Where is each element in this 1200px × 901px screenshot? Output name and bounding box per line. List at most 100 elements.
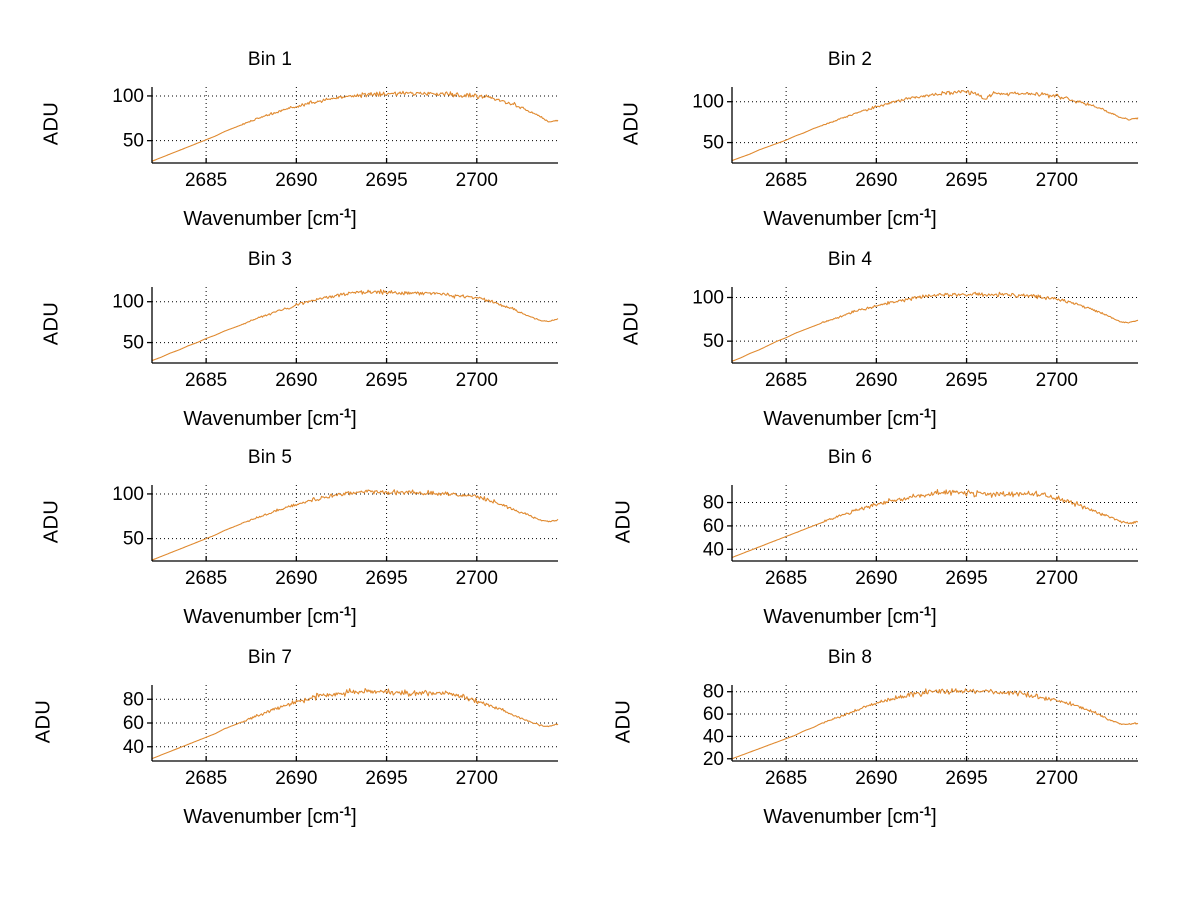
x-tick-label: 2695: [365, 370, 407, 391]
x-tick-label: 2690: [855, 768, 897, 789]
y-tick-label: 50: [123, 333, 144, 354]
panel-title: Bin 3: [247, 249, 293, 270]
y-tick-label: 20: [703, 749, 724, 770]
x-axis-label-text: Wavenumber [cm: [763, 208, 920, 230]
x-axis-label-bracket: ]: [351, 208, 357, 230]
panel-title: Bin 1: [247, 49, 293, 70]
x-axis-label: Wavenumber [cm-1]: [580, 406, 1120, 431]
subplot-panel: Bin 3 ADU Wavenumber [cm-1] 50 100 2685 2690 26…: [0, 245, 600, 450]
x-tick-label: 2700: [456, 170, 498, 191]
spectrum-line: [151, 90, 559, 162]
y-tick-label: 100: [692, 287, 724, 308]
x-tick-label: 2685: [765, 768, 807, 789]
x-axis-label-text: Wavenumber [cm: [763, 408, 920, 430]
x-tick-label: 2700: [456, 568, 498, 589]
x-tick-label: 2690: [855, 568, 897, 589]
subplot-panel: Bin 8 ADU Wavenumber [cm-1] 20 40 60 80 2685 269…: [580, 643, 1180, 848]
x-tick-label: 2690: [855, 370, 897, 391]
y-tick-label: 50: [123, 529, 144, 550]
y-tick-label: 80: [703, 493, 724, 514]
y-tick-label: 40: [123, 737, 144, 758]
y-tick-label: 50: [123, 131, 144, 152]
x-axis-label-bracket: ]: [351, 806, 357, 828]
spectrum-line: [151, 489, 559, 561]
plot-area: 50 100 2685 2690 2695 2700: [692, 287, 1139, 391]
subplot-panel: Bin 1 ADU Wavenumber [cm-1] 50 100 2685 2690 26…: [0, 45, 600, 250]
subplot-panel: Bin 5 ADU Wavenumber [cm-1] 50 100 2685 2690 26…: [0, 443, 600, 648]
y-tick-label: 100: [692, 92, 724, 113]
subplot-panel: Bin 6 ADU Wavenumber [cm-1] 40 60 80 2685 2690 2…: [580, 443, 1180, 648]
x-tick-label: 2700: [1036, 170, 1078, 191]
x-axis-label-text: Wavenumber [cm: [763, 606, 920, 628]
x-axis-label-exponent: -1: [339, 803, 352, 819]
y-tick-label: 40: [703, 539, 724, 560]
y-tick-label: 100: [112, 292, 144, 313]
plot-area: 50 100 2685 2690 2695 2700: [112, 484, 559, 589]
x-tick-label: 2695: [945, 370, 987, 391]
x-axis-label: Wavenumber [cm-1]: [580, 603, 1120, 629]
x-axis-label: Wavenumber [cm-1]: [580, 205, 1120, 231]
x-tick-label: 2695: [365, 170, 407, 191]
x-tick-label: 2685: [765, 170, 807, 191]
x-tick-label: 2700: [456, 768, 498, 789]
x-axis-label-exponent: -1: [339, 205, 352, 221]
spectrum-line: [731, 489, 1139, 558]
x-tick-label: 2695: [945, 170, 987, 191]
x-tick-label: 2700: [456, 370, 498, 391]
x-tick-label: 2685: [185, 568, 227, 589]
x-axis-label-text: Wavenumber [cm: [183, 408, 340, 430]
y-tick-label: 100: [112, 484, 144, 505]
spectrum-line: [731, 89, 1139, 162]
spectrum-line: [731, 291, 1139, 362]
y-tick-label: 60: [123, 713, 144, 734]
plot-area: 50 100 2685 2690 2695 2700: [112, 86, 559, 191]
y-tick-label: 60: [703, 516, 724, 537]
x-axis-label-bracket: ]: [931, 208, 937, 230]
x-axis-label-bracket: ]: [351, 408, 357, 430]
x-axis-label: Wavenumber [cm-1]: [0, 205, 540, 231]
x-tick-label: 2690: [855, 170, 897, 191]
x-axis-label: Wavenumber [cm-1]: [0, 603, 540, 629]
subplot-panel: Bin 2 ADU Wavenumber [cm-1] 50 100 2685 2690 26…: [580, 45, 1180, 250]
spectrum-line: [151, 687, 559, 760]
x-tick-label: 2700: [1036, 370, 1078, 391]
y-tick-label: 50: [703, 133, 724, 154]
x-axis-label-text: Wavenumber [cm: [183, 606, 340, 628]
x-tick-label: 2690: [275, 170, 317, 191]
y-tick-label: 40: [703, 726, 724, 747]
x-axis-label-exponent: -1: [339, 603, 352, 619]
x-tick-label: 2695: [365, 768, 407, 789]
subplot-panel: Bin 4 ADU Wavenumber [cm-1] 50 100 2685 2690 26…: [580, 245, 1180, 450]
x-tick-label: 2695: [365, 568, 407, 589]
plot-area: 50 100 2685 2690 2695 2700: [692, 87, 1139, 191]
x-tick-label: 2695: [945, 768, 987, 789]
panel-title: Bin 2: [827, 49, 873, 70]
x-axis-label-exponent: -1: [919, 205, 932, 221]
x-tick-label: 2695: [945, 568, 987, 589]
x-axis-label-bracket: ]: [931, 606, 937, 628]
panel-title: Bin 8: [827, 647, 873, 668]
x-tick-label: 2685: [185, 768, 227, 789]
subplot-panel: Bin 7 ADU Wavenumber [cm-1] 40 60 80 2685 2690 2…: [0, 643, 600, 848]
x-tick-label: 2690: [275, 568, 317, 589]
x-tick-label: 2685: [185, 170, 227, 191]
x-axis-label-exponent: -1: [919, 603, 932, 619]
x-tick-label: 2700: [1036, 568, 1078, 589]
panel-title: Bin 6: [827, 447, 873, 468]
x-tick-label: 2685: [765, 370, 807, 391]
x-tick-label: 2685: [185, 370, 227, 391]
spectrum-line: [151, 288, 559, 362]
x-tick-label: 2685: [765, 568, 807, 589]
panel-title: Bin 4: [827, 249, 873, 270]
x-tick-label: 2690: [275, 370, 317, 391]
y-tick-label: 80: [703, 682, 724, 703]
panel-title: Bin 5: [247, 447, 293, 468]
x-axis-label: Wavenumber [cm-1]: [0, 406, 540, 431]
y-tick-label: 80: [123, 689, 144, 710]
panel-title: Bin 7: [247, 647, 293, 668]
x-tick-label: 2700: [1036, 768, 1078, 789]
